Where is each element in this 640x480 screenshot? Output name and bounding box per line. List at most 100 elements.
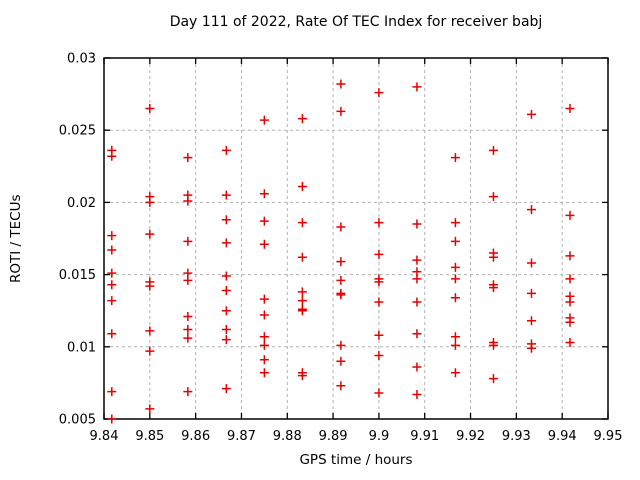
- data-point-marker: [107, 151, 117, 161]
- data-point-marker: [107, 387, 117, 397]
- data-point-marker: [336, 79, 346, 89]
- x-tick-label: 9.86: [181, 429, 210, 444]
- data-point-marker: [145, 104, 155, 114]
- data-point-marker: [221, 306, 231, 316]
- data-point-marker: [107, 296, 117, 306]
- data-point-marker: [259, 310, 269, 320]
- x-axis-label: GPS time / hours: [299, 452, 413, 468]
- x-tick-label: 9.9: [369, 429, 390, 444]
- data-point-marker: [259, 340, 269, 350]
- data-point-marker: [526, 288, 536, 298]
- data-point-marker: [297, 252, 307, 262]
- data-point-marker: [297, 287, 307, 297]
- data-point-marker: [145, 197, 155, 207]
- data-point-marker: [221, 190, 231, 200]
- data-point-marker: [183, 153, 193, 163]
- data-point-marker: [145, 346, 155, 356]
- data-point-marker: [145, 404, 155, 414]
- data-point-marker: [450, 236, 460, 246]
- data-point-marker: [526, 343, 536, 353]
- data-point-marker: [488, 340, 498, 350]
- y-tick-label: 0.01: [67, 340, 96, 355]
- data-point-marker: [450, 293, 460, 303]
- data-point-marker: [221, 145, 231, 155]
- data-point-marker: [297, 114, 307, 124]
- data-point-marker: [526, 109, 536, 119]
- data-point-marker: [565, 274, 575, 284]
- data-point-marker: [145, 281, 155, 291]
- data-point-marker: [450, 218, 460, 228]
- data-point-marker: [336, 257, 346, 267]
- data-point-marker: [183, 324, 193, 334]
- data-point-marker: [183, 236, 193, 246]
- data-point-marker: [221, 271, 231, 281]
- data-point-marker: [145, 326, 155, 336]
- data-point-marker: [183, 333, 193, 343]
- x-tick-label: 9.95: [594, 429, 623, 444]
- data-point-marker: [450, 332, 460, 342]
- data-point-marker: [183, 387, 193, 397]
- data-point-marker: [107, 231, 117, 241]
- x-tick-label: 9.89: [319, 429, 348, 444]
- data-point-marker: [374, 330, 384, 340]
- data-point-marker: [221, 215, 231, 225]
- x-tick-label: 9.88: [273, 429, 302, 444]
- data-point-marker: [412, 274, 422, 284]
- data-point-marker: [374, 277, 384, 287]
- data-point-marker: [259, 216, 269, 226]
- data-point-marker: [565, 297, 575, 307]
- data-point-marker: [412, 82, 422, 92]
- data-point-marker: [374, 350, 384, 360]
- data-point-marker: [450, 153, 460, 163]
- data-point-marker: [259, 294, 269, 304]
- chart-title: Day 111 of 2022, Rate Of TEC Index for r…: [169, 14, 543, 30]
- data-point-marker: [565, 317, 575, 327]
- data-point-marker: [488, 374, 498, 384]
- data-point-marker: [565, 104, 575, 114]
- x-tick-label: 9.84: [90, 429, 119, 444]
- data-point-marker: [107, 280, 117, 290]
- data-point-marker: [565, 210, 575, 220]
- data-point-marker: [565, 337, 575, 347]
- data-point-marker: [488, 192, 498, 202]
- data-point-marker: [374, 297, 384, 307]
- data-point-marker: [336, 106, 346, 116]
- data-point-marker: [488, 283, 498, 293]
- x-tick-label: 9.85: [135, 429, 164, 444]
- data-point-marker: [450, 262, 460, 272]
- data-point-marker: [412, 297, 422, 307]
- x-tick-label: 9.94: [548, 429, 577, 444]
- data-point-marker: [221, 285, 231, 295]
- data-point-marker: [297, 296, 307, 306]
- data-point-marker: [297, 371, 307, 381]
- data-point-marker: [107, 414, 117, 424]
- data-point-marker: [221, 238, 231, 248]
- data-point-marker: [297, 218, 307, 228]
- data-point-marker: [526, 258, 536, 268]
- y-tick-label: 0.015: [59, 268, 96, 283]
- data-point-marker: [183, 311, 193, 321]
- data-point-marker: [259, 239, 269, 249]
- data-point-marker: [107, 329, 117, 339]
- data-point-marker: [374, 249, 384, 259]
- data-point-marker: [221, 324, 231, 334]
- data-point-marker: [412, 219, 422, 229]
- data-point-marker: [221, 384, 231, 394]
- data-point-marker: [297, 182, 307, 192]
- data-point-marker: [259, 355, 269, 365]
- data-point-marker: [336, 381, 346, 391]
- data-point-marker: [412, 255, 422, 265]
- data-point-marker: [297, 306, 307, 316]
- data-point-marker: [565, 251, 575, 261]
- data-point-marker: [336, 290, 346, 300]
- data-point-marker: [259, 115, 269, 125]
- data-point-marker: [107, 268, 117, 278]
- y-tick-label: 0.02: [67, 196, 96, 211]
- y-tick-label: 0.03: [67, 52, 96, 67]
- data-point-marker: [259, 368, 269, 378]
- data-point-marker: [107, 245, 117, 255]
- data-point-marker: [336, 340, 346, 350]
- y-tick-label: 0.025: [59, 124, 96, 139]
- data-point-marker: [221, 335, 231, 345]
- data-point-marker: [450, 340, 460, 350]
